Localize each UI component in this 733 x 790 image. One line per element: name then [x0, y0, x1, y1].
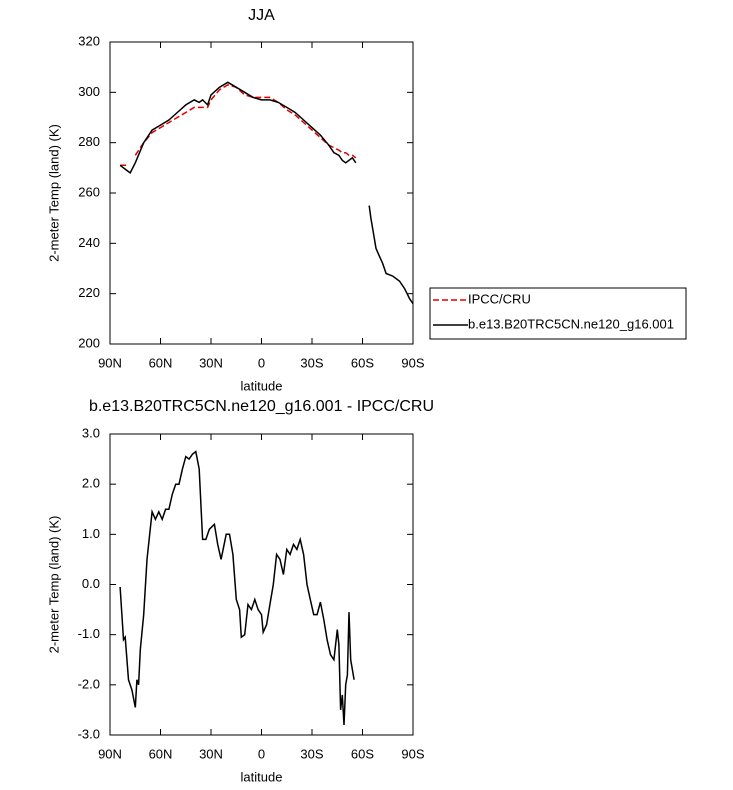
plot-frame [109, 41, 414, 345]
y-tick-label: 300 [78, 84, 100, 99]
plot-frame [109, 433, 414, 736]
y-tick-label: -1.0 [78, 626, 100, 641]
x-tick-label: 90S [401, 355, 424, 370]
x-tick-label: 60N [149, 355, 173, 370]
y-tick-label: 240 [78, 235, 100, 250]
y-tick-label: -2.0 [78, 676, 100, 691]
y-axis-label: 2-meter Temp (land) (K) [46, 124, 61, 262]
y-tick-label: 260 [78, 184, 100, 199]
y-tick-label: 280 [78, 134, 100, 149]
x-tick-label: 0 [258, 746, 265, 761]
data-line [119, 81, 414, 305]
x-tick-label: 60N [149, 746, 173, 761]
y-axis-label: 2-meter Temp (land) (K) [46, 516, 61, 654]
x-axis-label: latitude [241, 769, 283, 784]
chart-title: JJA [248, 7, 275, 24]
x-tick-label: 60S [351, 355, 374, 370]
y-tick-label: -3.0 [78, 726, 100, 741]
x-tick-label: 90N [98, 355, 122, 370]
x-tick-label: 30N [199, 355, 223, 370]
x-tick-label: 0 [258, 355, 265, 370]
y-tick-label: 320 [78, 33, 100, 48]
y-tick-label: 220 [78, 285, 100, 300]
y-tick-label: 0.0 [82, 576, 100, 591]
y-tick-label: 200 [78, 335, 100, 350]
y-tick-label: 3.0 [82, 425, 100, 440]
y-tick-label: 1.0 [82, 526, 100, 541]
y-tick-label: 2.0 [82, 476, 100, 491]
x-tick-label: 30N [199, 746, 223, 761]
x-tick-label: 30S [300, 355, 323, 370]
legend-label: IPCC/CRU [468, 291, 531, 306]
x-tick-label: 90S [401, 746, 424, 761]
x-tick-label: 30S [300, 746, 323, 761]
data-line [119, 450, 355, 726]
chart-title: b.e13.B20TRC5CN.ne120_g16.001 - IPCC/CRU [89, 398, 434, 415]
legend-label: b.e13.B20TRC5CN.ne120_g16.001 [468, 316, 674, 331]
x-axis-label: latitude [241, 378, 283, 393]
x-tick-label: 90N [98, 746, 122, 761]
data-line [120, 83, 357, 167]
legend-box [429, 287, 687, 340]
x-tick-label: 60S [351, 746, 374, 761]
